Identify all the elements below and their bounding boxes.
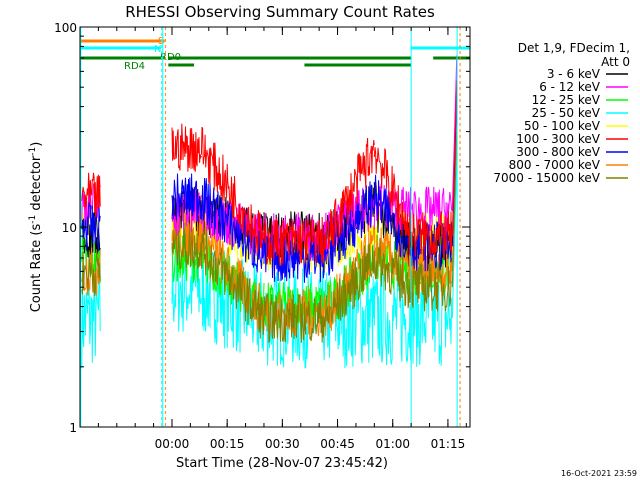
flag-label: N <box>154 44 161 55</box>
x-axis-label: Start Time (28-Nov-07 23:45:42) <box>176 456 388 471</box>
chart-title: RHESSI Observing Summary Count Rates <box>125 3 435 21</box>
axis-ticks: 1 10 100 00:00 00:15 00:30 00:45 01:00 01:15 <box>54 21 470 451</box>
y-axis-label: Count Rate (s-1 detector-1) <box>28 142 44 313</box>
legend-label: 100 - 300 keV <box>516 132 600 146</box>
legend-label: 300 - 800 keV <box>516 145 600 159</box>
x-tick-label: 00:45 <box>320 437 355 451</box>
series-line <box>81 131 458 344</box>
legend-label: 7000 - 15000 keV <box>493 171 600 185</box>
x-tick-label: 00:00 <box>155 437 190 451</box>
legend-label: 12 - 25 keV <box>532 93 601 107</box>
x-tick-label: 01:00 <box>375 437 410 451</box>
flag-label: RD4 <box>124 61 145 72</box>
x-tick-label: 01:15 <box>431 437 466 451</box>
y-tick-label: 1 <box>69 421 77 435</box>
flag-label: RD0 <box>160 52 181 63</box>
series-line <box>81 80 458 266</box>
legend-label: 50 - 100 keV <box>524 119 601 133</box>
y-tick-label: 10 <box>62 221 77 235</box>
legend-label: 3 - 6 keV <box>547 67 601 81</box>
series-layer <box>81 55 458 369</box>
legend-label: 6 - 12 keV <box>539 80 601 94</box>
legend-label: 25 - 50 keV <box>532 106 601 120</box>
footer-date: 16-Oct-2021 23:59 <box>561 469 637 478</box>
x-tick-label: 00:15 <box>210 437 245 451</box>
y-tick-label: 100 <box>54 21 77 35</box>
x-tick-label: 00:30 <box>265 437 300 451</box>
legend-header-line-2: Att 0 <box>601 55 630 69</box>
legend-header-line-1: Det 1,9, FDecim 1, <box>518 41 630 55</box>
legend-label: 800 - 7000 keV <box>509 158 601 172</box>
flag-bars-layer: SNRD0RD4 <box>80 36 470 72</box>
